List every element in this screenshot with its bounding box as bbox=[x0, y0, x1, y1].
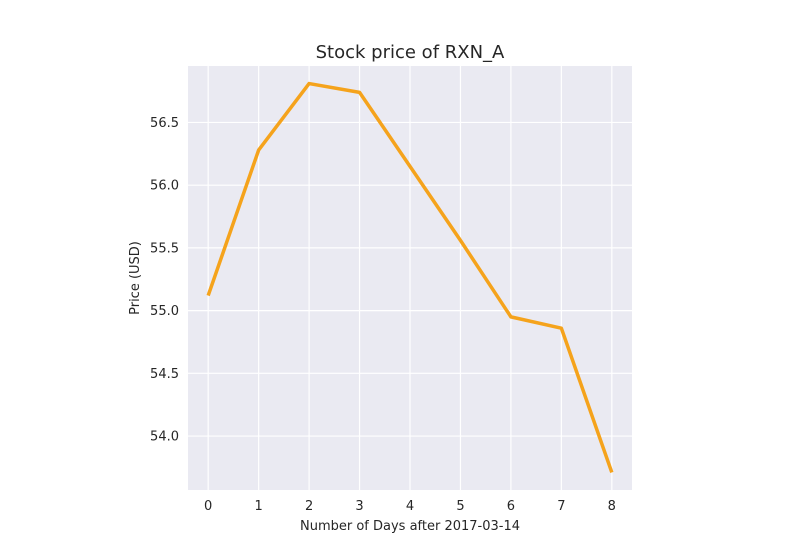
series-layer bbox=[206, 81, 614, 474]
grid-lines bbox=[188, 66, 632, 490]
y-tick-label: 55.0 bbox=[150, 304, 179, 319]
x-axis-ticks: 0 1 2 3 4 5 6 7 8 bbox=[204, 499, 616, 514]
chart-title: Stock price of RXN_A bbox=[316, 42, 505, 63]
y-tick-label: 55.5 bbox=[150, 241, 179, 256]
x-tick-label: 6 bbox=[507, 499, 515, 514]
price-series-line bbox=[206, 81, 614, 474]
x-tick-label: 0 bbox=[204, 499, 212, 514]
x-axis-label: Number of Days after 2017-03-14 bbox=[300, 519, 520, 534]
y-tick-label: 56.5 bbox=[150, 116, 179, 131]
y-tick-label: 56.0 bbox=[150, 179, 179, 194]
x-tick-label: 4 bbox=[406, 499, 414, 514]
x-tick-label: 5 bbox=[456, 499, 464, 514]
y-axis-ticks: 54.0 54.5 55.0 55.5 56.0 56.5 bbox=[150, 116, 179, 445]
y-axis-label: Price (USD) bbox=[128, 241, 143, 315]
x-tick-label: 2 bbox=[305, 499, 313, 514]
x-tick-label: 8 bbox=[608, 499, 616, 514]
y-tick-label: 54.5 bbox=[150, 367, 179, 382]
x-tick-label: 3 bbox=[355, 499, 363, 514]
x-tick-label: 7 bbox=[557, 499, 565, 514]
y-tick-label: 54.0 bbox=[150, 430, 179, 445]
x-tick-label: 1 bbox=[254, 499, 262, 514]
